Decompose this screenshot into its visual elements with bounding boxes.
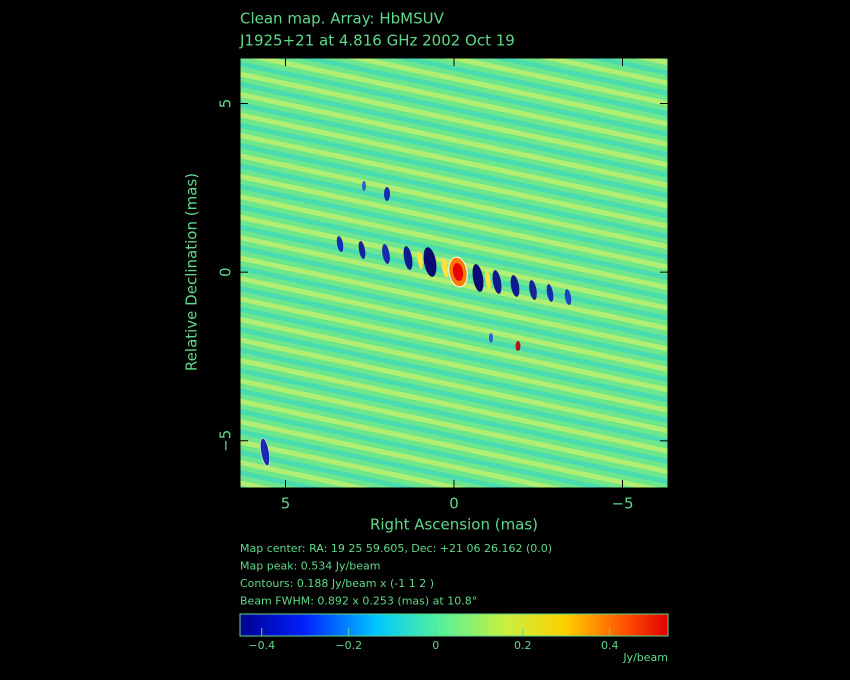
- x-tick-label: 0: [449, 495, 459, 513]
- info-line: Map center: RA: 19 25 59.605, Dec: +21 0…: [240, 542, 552, 555]
- y-tick-label: 0: [217, 267, 235, 277]
- chart-title: Clean map. Array: HbMSUV: [240, 10, 445, 28]
- y-tick-label: 5: [217, 99, 235, 109]
- beam: [260, 437, 270, 467]
- colorbar-label: Jy/beam: [622, 651, 668, 664]
- colorbar-tick-label: −0.2: [335, 639, 362, 652]
- y-axis-label: Relative Declination (mas): [183, 173, 201, 371]
- x-tick-label: −5: [611, 495, 633, 513]
- info-line: Contours: 0.188 Jy/beam x (-1 1 2 ): [240, 577, 434, 590]
- info-line: Beam FWHM: 0.892 x 0.253 (mas) at 10.8°: [240, 595, 477, 608]
- x-axis-label: Right Ascension (mas): [370, 516, 538, 534]
- x-tick-label: 5: [281, 495, 291, 513]
- info-line: Map peak: 0.534 Jy/beam: [240, 560, 380, 573]
- colorbar-tick-label: 0.2: [514, 639, 532, 652]
- y-tick-label: −5: [217, 430, 235, 452]
- colorbar-tick-label: −0.4: [248, 639, 275, 652]
- jet-features: [260, 181, 572, 467]
- colorbar: [239, 613, 669, 637]
- map: [239, 57, 669, 489]
- colorbar-tick-label: 0.4: [601, 639, 619, 652]
- colorbar-tick-label: 0: [432, 639, 439, 652]
- chart-subtitle: J1925+21 at 4.816 GHz 2002 Oct 19: [239, 32, 515, 50]
